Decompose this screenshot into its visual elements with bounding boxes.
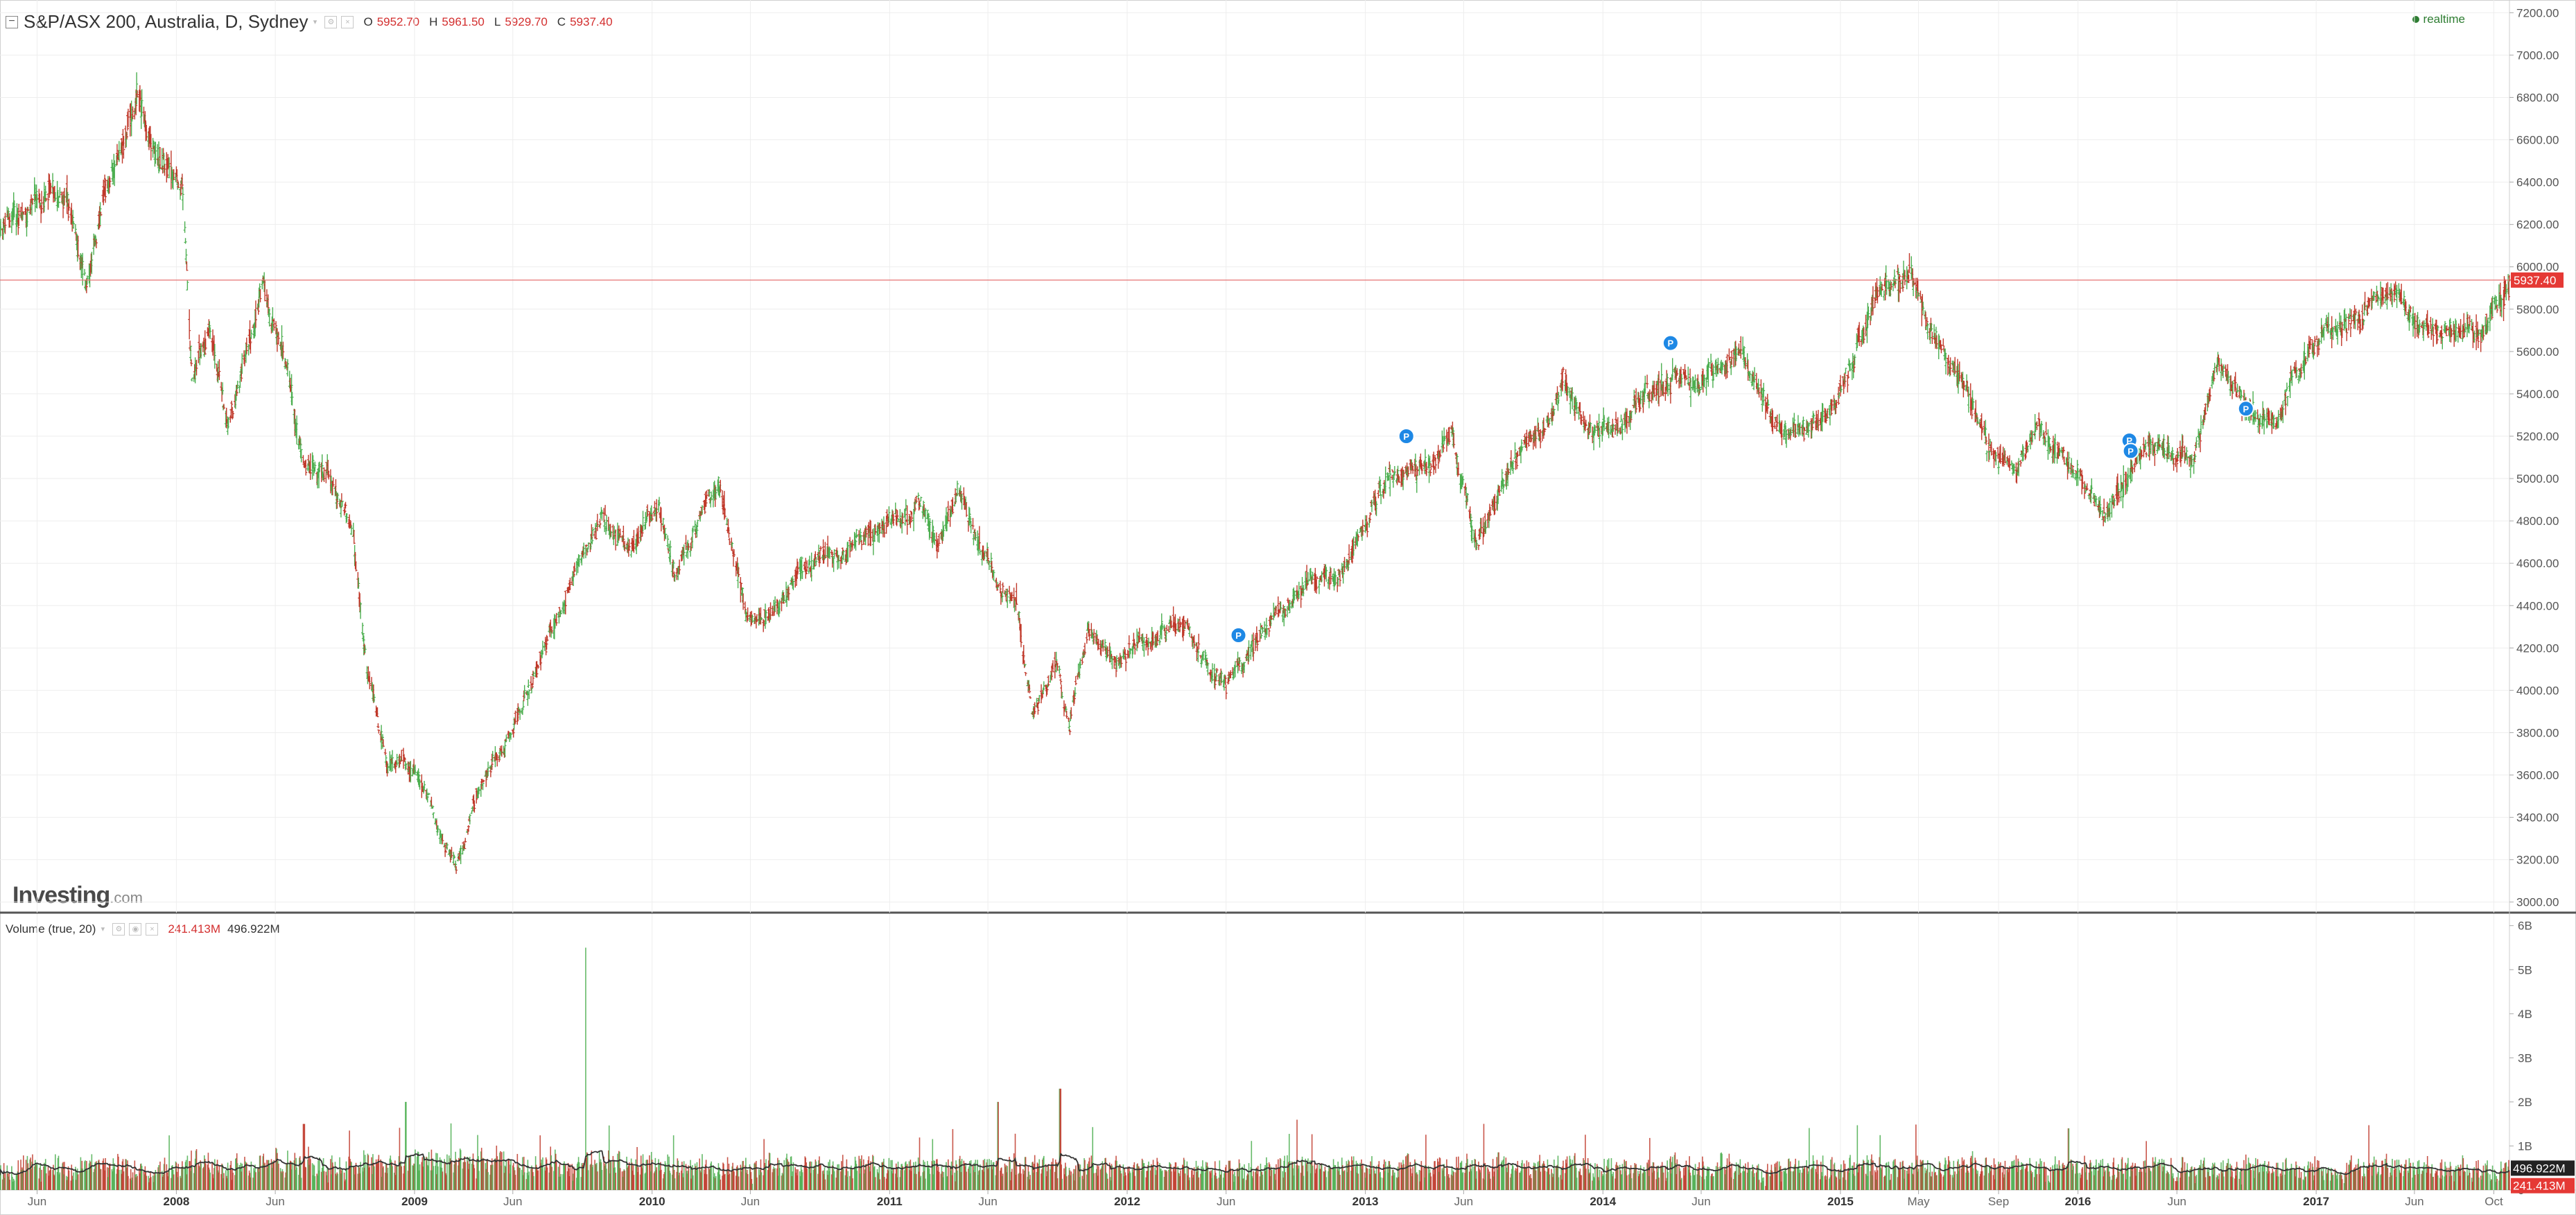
high-label: H <box>429 15 438 28</box>
price-tick-label: 3800.00 <box>2516 726 2559 739</box>
low-label: L <box>494 15 501 28</box>
price-tick-label: 6800.00 <box>2516 91 2559 104</box>
time-tick-label: May <box>1908 1195 1931 1208</box>
time-tick-label: 2014 <box>1590 1195 1616 1208</box>
volume-title: Volume (true, 20) <box>6 922 96 936</box>
time-tick-label: 2009 <box>401 1195 428 1208</box>
price-tick-label: 3200.00 <box>2516 854 2559 867</box>
price-tick-label: 3000.00 <box>2516 896 2559 909</box>
volume-tick-label: 1B <box>2518 1139 2532 1153</box>
volume-tick-label: 2B <box>2518 1096 2532 1109</box>
time-tick-label: 2015 <box>1827 1195 1854 1208</box>
price-tick-label: 6200.00 <box>2516 218 2559 232</box>
low-value: 5929.70 <box>505 15 548 28</box>
open-value: 5952.70 <box>376 15 420 28</box>
close-label: C <box>557 15 566 28</box>
time-tick-label: 2012 <box>1114 1195 1140 1208</box>
volume-tick-label: 3B <box>2518 1051 2532 1065</box>
time-tick-label: 2013 <box>1352 1195 1379 1208</box>
price-tick-label: 4000.00 <box>2516 684 2559 697</box>
realtime-label: realtime <box>2423 12 2465 26</box>
time-tick-label: Oct <box>2484 1195 2503 1208</box>
price-tick-label: 6400.00 <box>2516 176 2559 189</box>
price-tick-label: 5600.00 <box>2516 345 2559 359</box>
time-tick-label: Jun <box>28 1195 46 1208</box>
price-tick-label: 5000.00 <box>2516 472 2559 485</box>
price-tick-label: 4600.00 <box>2516 557 2559 570</box>
realtime-dot-icon <box>2412 16 2419 23</box>
volume-ma-value: 496.922M <box>227 922 280 936</box>
high-value: 5961.50 <box>442 15 485 28</box>
time-tick-label: Jun <box>2168 1195 2186 1208</box>
time-tick-label: 2016 <box>2065 1195 2091 1208</box>
price-tick-label: 6600.00 <box>2516 134 2559 147</box>
price-tick-label: 3600.00 <box>2516 769 2559 782</box>
time-tick-label: Jun <box>1691 1195 1710 1208</box>
volume-tick-label: 5B <box>2518 963 2532 976</box>
price-tick-label: 4400.00 <box>2516 599 2559 612</box>
price-tick-label: 5400.00 <box>2516 388 2559 401</box>
price-tick-label: 4200.00 <box>2516 641 2559 655</box>
price-tick-label: 6000.00 <box>2516 261 2559 274</box>
time-tick-label: Jun <box>741 1195 760 1208</box>
volume-value: 241.413M <box>168 922 221 936</box>
time-tick-label: Jun <box>503 1195 522 1208</box>
dropdown-arrow-icon[interactable]: ▾ <box>101 925 105 933</box>
price-tick-label: 3400.00 <box>2516 811 2559 825</box>
realtime-indicator: realtime <box>2412 12 2465 26</box>
investing-logo: Investing.com <box>12 882 143 909</box>
volume-tick-label: 4B <box>2518 1008 2532 1021</box>
collapse-icon[interactable]: − <box>6 15 18 28</box>
close-value: 5937.40 <box>570 15 613 28</box>
dropdown-arrow-icon[interactable]: ▾ <box>313 17 317 26</box>
time-tick-label: Jun <box>1454 1195 1473 1208</box>
price-tick-label: 5800.00 <box>2516 303 2559 316</box>
chart-header: − S&P/ASX 200, Australia, D, Sydney ▾ ⚙ … <box>6 11 613 33</box>
price-tick-label: 5200.00 <box>2516 430 2559 443</box>
price-tick-label: 7000.00 <box>2516 49 2559 62</box>
close-icon[interactable]: × <box>146 923 159 936</box>
logo-suffix: .com <box>110 889 143 906</box>
price-tick-label: 7200.00 <box>2516 6 2559 19</box>
settings-icon[interactable]: ⚙ <box>112 923 125 936</box>
price-tick-label: 4800.00 <box>2516 515 2559 528</box>
volume-header: Volume (true, 20) ▾ ⚙ ◉ × 241.413M 496.9… <box>6 922 280 936</box>
time-tick-label: 2008 <box>163 1195 189 1208</box>
time-tick-label: 2011 <box>877 1195 903 1208</box>
volume-tick-label: 6B <box>2518 920 2532 933</box>
time-tick-label: 2017 <box>2303 1195 2329 1208</box>
settings-icon[interactable]: ⚙ <box>324 15 338 28</box>
time-tick-label: Jun <box>1217 1195 1235 1208</box>
time-tick-label: Jun <box>2405 1195 2423 1208</box>
time-tick-label: Jun <box>266 1195 284 1208</box>
time-tick-label: 2010 <box>639 1195 665 1208</box>
open-label: O <box>363 15 373 28</box>
time-tick-label: Jun <box>978 1195 997 1208</box>
time-tick-label: Sep <box>1988 1195 2009 1208</box>
logo-main: Investing <box>12 882 110 908</box>
eye-icon[interactable]: ◉ <box>129 923 142 936</box>
close-icon[interactable]: × <box>341 15 354 28</box>
chart-title: S&P/ASX 200, Australia, D, Sydney <box>24 11 308 32</box>
